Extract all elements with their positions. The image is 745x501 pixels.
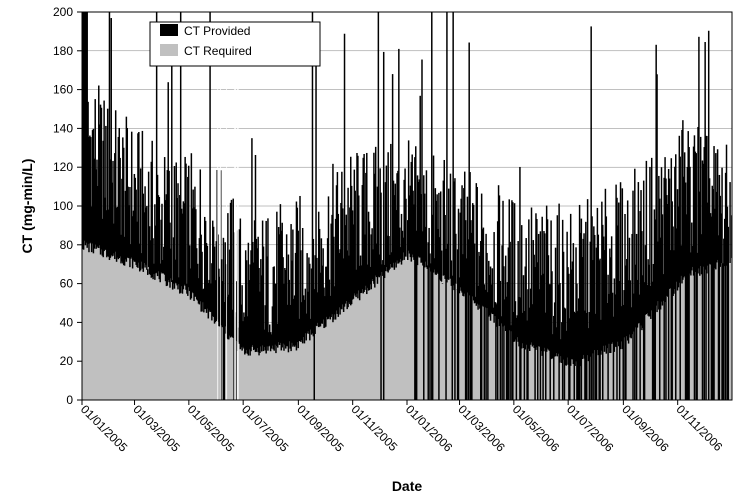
- ct-chart: 0 20 40 60 80 100 120 140 160 180 200 CT (mg-min/L)…: [0, 0, 745, 501]
- legend-label-provided: CT Provided: [184, 24, 250, 38]
- y-tick-label: 200: [53, 5, 73, 19]
- y-tick-label: 40: [60, 315, 74, 329]
- y-tick-label: 80: [60, 238, 74, 252]
- y-tick-label: 180: [53, 44, 73, 58]
- y-tick-label: 0: [66, 393, 73, 407]
- ct-chart-svg: 0 20 40 60 80 100 120 140 160 180 200 CT (mg-min/L)…: [0, 0, 745, 501]
- legend: CT Provided CT Required: [150, 22, 320, 66]
- y-tick-label: 160: [53, 83, 73, 97]
- y-tick-label: 60: [60, 277, 74, 291]
- x-axis-label: Date: [392, 478, 423, 494]
- y-tick-label: 20: [60, 354, 74, 368]
- y-tick-label: 120: [53, 160, 73, 174]
- legend-label-required: CT Required: [184, 44, 252, 58]
- y-tick-label: 100: [53, 199, 73, 213]
- y-tick-label: 140: [53, 121, 73, 135]
- y-axis-label: CT (mg-min/L): [19, 159, 35, 254]
